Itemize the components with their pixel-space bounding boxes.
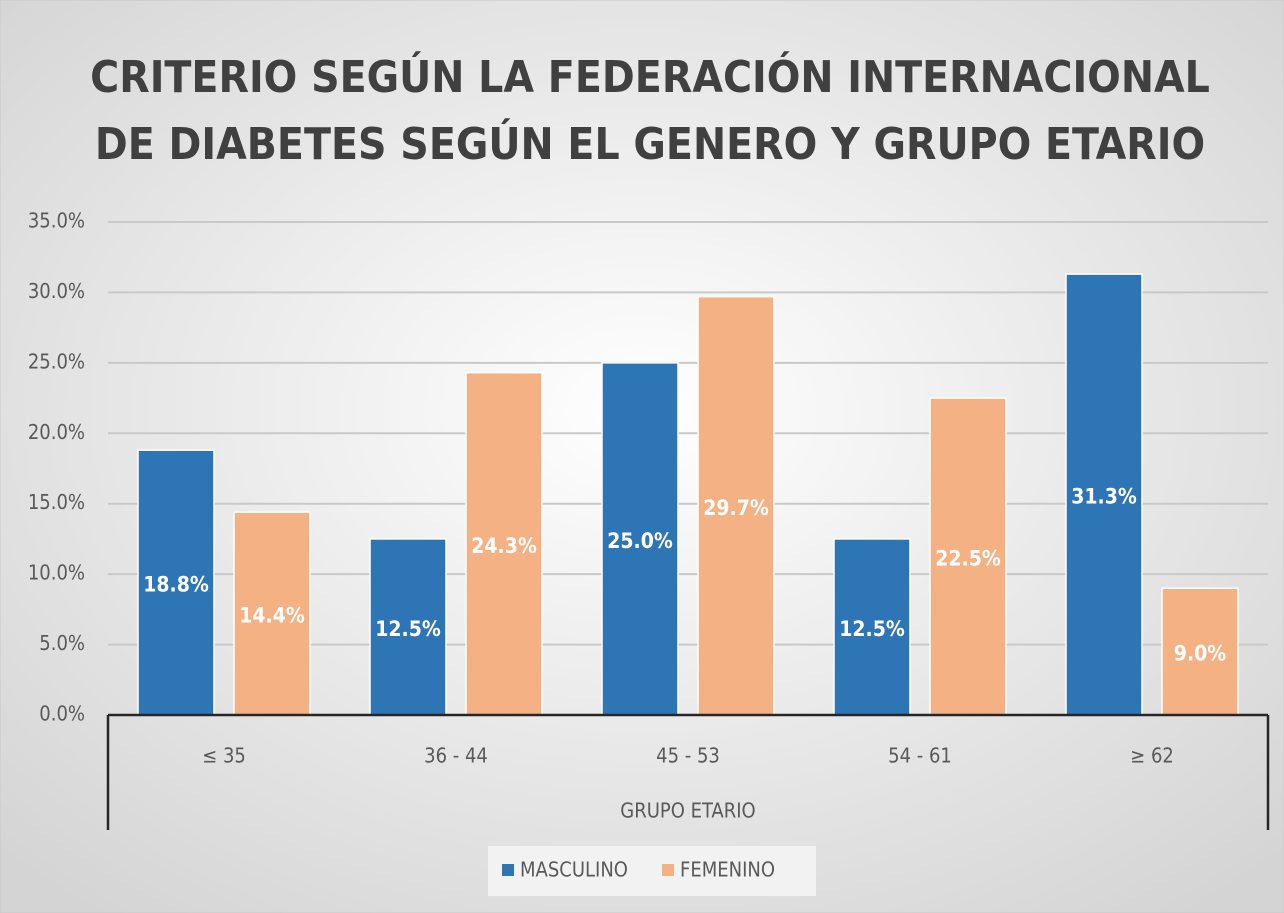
chart-title: CRITERIO SEGÚN LA FEDERACIÓN INTERNACION…	[90, 50, 1210, 103]
x-tick-label: 54 - 61	[888, 744, 952, 768]
value-label: 25.0%	[607, 529, 673, 553]
value-label: 12.5%	[375, 617, 441, 641]
y-tick-label: 20.0%	[28, 420, 85, 444]
legend-label: FEMENINO	[680, 858, 775, 882]
y-tick-label: 5.0%	[39, 631, 85, 655]
y-tick-label: 25.0%	[28, 349, 85, 373]
value-label: 9.0%	[1174, 642, 1226, 666]
y-tick-label: 0.0%	[39, 702, 85, 726]
legend-label: MASCULINO	[520, 858, 628, 882]
legend-swatch	[662, 864, 674, 876]
bar	[1161, 587, 1239, 716]
value-label: 31.3%	[1071, 485, 1137, 509]
bar	[929, 397, 1007, 716]
chart-title: DE DIABETES SEGÚN EL GENERO Y GRUPO ETAR…	[95, 117, 1205, 170]
bar	[233, 511, 311, 716]
x-tick-label: 45 - 53	[656, 744, 720, 768]
y-tick-label: 15.0%	[28, 490, 85, 514]
x-axis-label: GRUPO ETARIO	[620, 799, 755, 823]
bar	[137, 449, 215, 716]
x-tick-label: 36 - 44	[424, 744, 488, 768]
y-tick-label: 35.0%	[28, 209, 85, 233]
legend-swatch	[502, 864, 514, 876]
bar	[601, 362, 679, 716]
value-label: 18.8%	[143, 573, 209, 597]
bar	[697, 295, 775, 716]
x-tick-label: ≥ 62	[1130, 744, 1174, 768]
y-tick-label: 10.0%	[28, 561, 85, 585]
x-tick-label: ≤ 35	[202, 744, 246, 768]
y-tick-label: 30.0%	[28, 279, 85, 303]
legend-box	[488, 846, 816, 896]
value-label: 12.5%	[839, 617, 905, 641]
value-label: 22.5%	[935, 547, 1001, 571]
value-label: 24.3%	[471, 534, 537, 558]
bar	[369, 538, 447, 716]
bar	[833, 538, 911, 716]
bar	[465, 371, 543, 716]
bar	[1065, 273, 1143, 716]
value-label: 14.4%	[239, 604, 305, 628]
value-label: 29.7%	[703, 496, 769, 520]
